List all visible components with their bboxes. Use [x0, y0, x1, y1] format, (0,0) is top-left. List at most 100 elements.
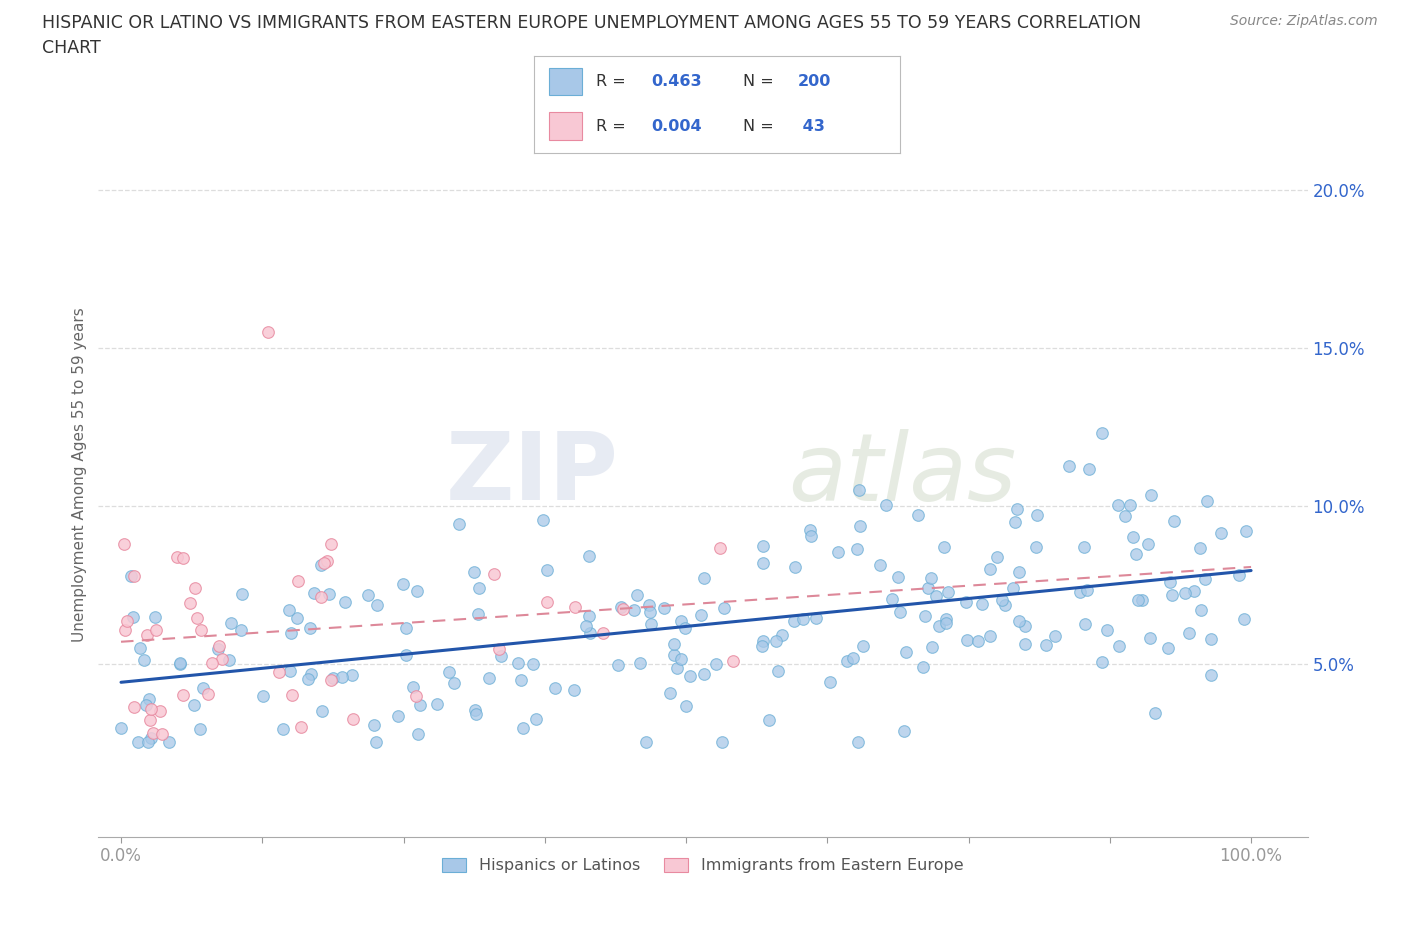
- Point: [1091, 426, 1114, 441]
- Point: [1107, 498, 1129, 512]
- Point: [1074, 617, 1097, 631]
- Point: [1188, 540, 1211, 555]
- Point: [693, 571, 716, 586]
- Point: [626, 588, 648, 603]
- Point: [1233, 612, 1256, 627]
- Point: [765, 633, 787, 648]
- Point: [882, 592, 904, 607]
- Point: [848, 483, 870, 498]
- Point: [183, 580, 205, 595]
- Point: [183, 698, 205, 712]
- Point: [1002, 580, 1025, 595]
- Point: [914, 608, 936, 623]
- Point: [1189, 603, 1212, 618]
- Point: [1057, 458, 1080, 473]
- Point: [321, 537, 343, 551]
- Point: [406, 726, 429, 741]
- Point: [967, 633, 990, 648]
- Point: [342, 712, 364, 727]
- Point: [675, 698, 697, 713]
- Point: [128, 640, 150, 655]
- Point: [467, 606, 489, 621]
- Point: [579, 626, 602, 641]
- Text: 43: 43: [797, 119, 825, 134]
- Point: [562, 683, 585, 698]
- Point: [139, 702, 162, 717]
- Point: [536, 594, 558, 609]
- Point: [640, 617, 662, 631]
- Point: [426, 697, 449, 711]
- Point: [1091, 654, 1114, 669]
- Point: [278, 663, 301, 678]
- Point: [752, 538, 775, 553]
- Point: [172, 688, 194, 703]
- Point: [799, 523, 821, 538]
- Point: [152, 726, 174, 741]
- Point: [1234, 524, 1257, 538]
- Point: [564, 600, 586, 615]
- Point: [138, 692, 160, 707]
- Point: [136, 735, 159, 750]
- Point: [606, 658, 628, 672]
- Text: 200: 200: [797, 73, 831, 88]
- Point: [197, 687, 219, 702]
- Point: [136, 628, 159, 643]
- Point: [628, 656, 651, 671]
- Point: [269, 665, 291, 680]
- Point: [290, 719, 312, 734]
- Point: [115, 614, 138, 629]
- Point: [141, 730, 163, 745]
- Point: [309, 590, 332, 604]
- Point: [1137, 537, 1160, 551]
- Point: [319, 672, 342, 687]
- Point: [1121, 530, 1143, 545]
- Point: [800, 528, 823, 543]
- Point: [522, 657, 544, 671]
- Point: [1184, 583, 1206, 598]
- Point: [340, 668, 363, 683]
- Point: [139, 713, 162, 728]
- Point: [157, 735, 180, 750]
- Point: [482, 566, 505, 581]
- Point: [211, 651, 233, 666]
- Point: [297, 671, 319, 686]
- Point: [889, 604, 911, 619]
- Point: [936, 585, 959, 600]
- Point: [979, 562, 1001, 577]
- Point: [134, 653, 156, 668]
- Point: [145, 622, 167, 637]
- Point: [1160, 588, 1182, 603]
- Point: [887, 569, 910, 584]
- Point: [893, 724, 915, 738]
- Point: [257, 325, 280, 339]
- Point: [610, 600, 633, 615]
- Point: [1125, 547, 1147, 562]
- Point: [1209, 526, 1232, 541]
- Point: [664, 647, 686, 662]
- Point: [1178, 625, 1201, 640]
- Point: [1159, 575, 1181, 590]
- Point: [1069, 584, 1091, 599]
- Point: [120, 568, 142, 583]
- Text: N =: N =: [742, 119, 779, 134]
- Point: [464, 702, 486, 717]
- Point: [299, 620, 322, 635]
- Point: [783, 559, 806, 574]
- Point: [110, 721, 132, 736]
- Text: CHART: CHART: [42, 39, 101, 57]
- Point: [463, 565, 485, 579]
- Point: [363, 717, 385, 732]
- Text: atlas: atlas: [787, 429, 1017, 520]
- Point: [112, 537, 135, 551]
- Point: [330, 670, 353, 684]
- Point: [783, 614, 806, 629]
- Point: [364, 735, 387, 750]
- Point: [395, 620, 418, 635]
- Point: [488, 642, 510, 657]
- Point: [437, 665, 460, 680]
- Text: Source: ZipAtlas.com: Source: ZipAtlas.com: [1230, 14, 1378, 28]
- Point: [665, 661, 688, 676]
- Point: [1014, 618, 1036, 633]
- Point: [190, 622, 212, 637]
- Point: [285, 610, 308, 625]
